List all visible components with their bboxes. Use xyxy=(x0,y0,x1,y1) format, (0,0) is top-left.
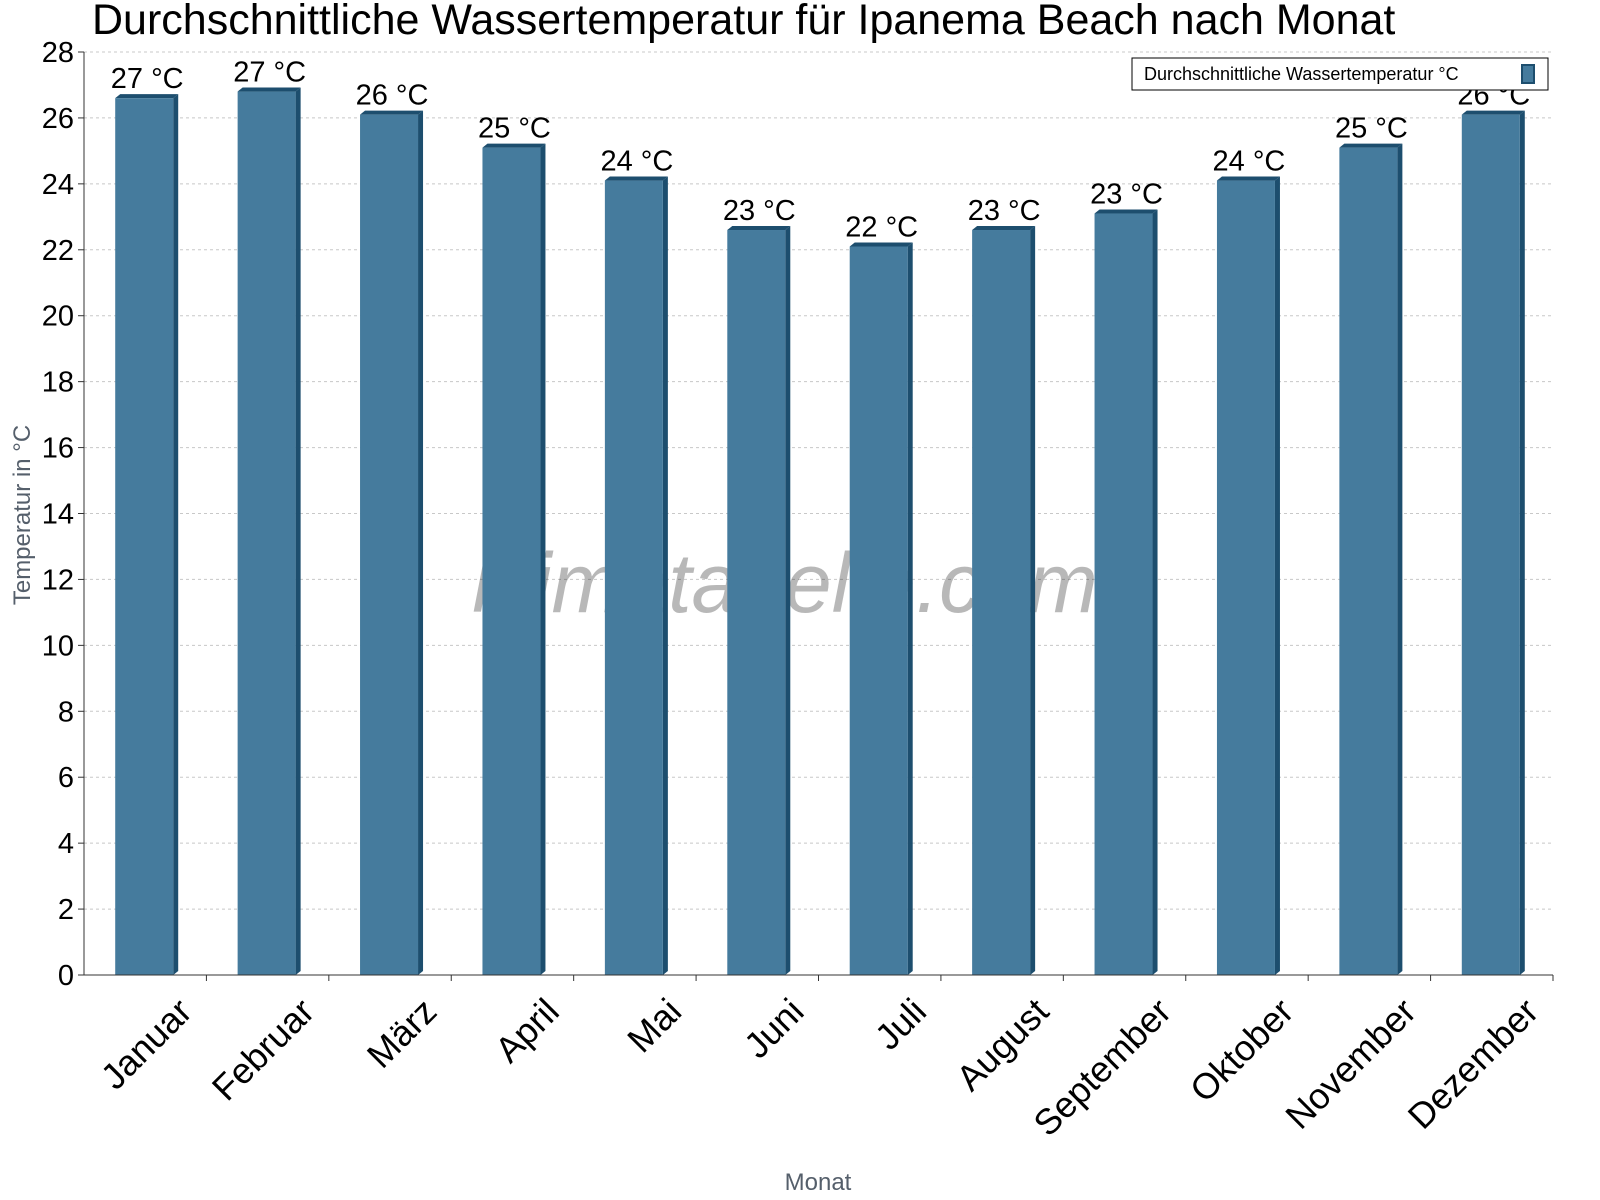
y-tick-label: 12 xyxy=(42,564,74,596)
bar-oktober: 24 °C xyxy=(1213,146,1286,975)
y-tick-label: 18 xyxy=(42,367,74,399)
chart-title: Durchschnittliche Wassertemperatur für I… xyxy=(92,0,1396,44)
y-axis-label: Temperatur in °C xyxy=(9,425,36,605)
y-tick-label: 16 xyxy=(42,433,74,465)
legend: Durchschnittliche Wassertemperatur °C xyxy=(1131,57,1549,91)
legend-box xyxy=(1131,57,1549,91)
y-tick-label: 10 xyxy=(42,630,74,662)
bar-value-label: 23 °C xyxy=(968,195,1041,227)
bar-dezember: 26 °C xyxy=(1457,80,1530,975)
y-tick-label: 8 xyxy=(58,696,74,728)
bar-value-label: 25 °C xyxy=(1335,113,1408,145)
x-tick-label: Februar xyxy=(204,990,322,1108)
y-tick-label: 6 xyxy=(58,762,74,794)
bar-september: 23 °C xyxy=(1090,179,1163,975)
legend-swatch xyxy=(1521,64,1535,84)
x-tick-label: März xyxy=(359,990,445,1076)
bars: 27 °C 27 °C 26 °C 25 °C 24 °C 23 °C 22 °C 23 °C… xyxy=(111,57,1530,976)
bar-value-label: 24 °C xyxy=(1213,146,1286,178)
bar-august: 23 °C xyxy=(968,195,1041,975)
x-tick-label: Mai xyxy=(619,990,689,1060)
legend-label: Durchschnittliche Wassertemperatur °C xyxy=(1144,64,1459,84)
y-tick-label: 22 xyxy=(42,235,74,267)
x-tick-label: August xyxy=(948,990,1056,1098)
x-axis-label: Monat xyxy=(785,1169,852,1196)
y-tick-label: 26 xyxy=(42,103,74,135)
x-tick-label: April xyxy=(487,990,567,1070)
bar-value-label: 27 °C xyxy=(111,63,184,95)
y-tick-label: 24 xyxy=(42,169,74,201)
x-tick-label: Juni xyxy=(736,990,812,1066)
bar-value-label: 24 °C xyxy=(600,146,673,178)
y-tick-label: 0 xyxy=(58,960,74,992)
bar-mai: 24 °C xyxy=(600,146,673,975)
x-tick-label: Januar xyxy=(93,990,200,1097)
bar-februar: 27 °C xyxy=(233,57,306,976)
y-tick-label: 2 xyxy=(58,894,74,926)
bar-value-label: 22 °C xyxy=(845,211,918,243)
bar-märz: 26 °C xyxy=(356,80,429,975)
bar-value-label: 26 °C xyxy=(356,80,429,112)
y-tick-label: 28 xyxy=(42,37,74,69)
bar-value-label: 25 °C xyxy=(478,113,551,145)
x-tick-label: Dezember xyxy=(1400,990,1546,1136)
bar-juli: 22 °C xyxy=(845,211,918,976)
y-tick-label: 14 xyxy=(42,499,74,531)
bar-value-label: 23 °C xyxy=(1090,179,1163,211)
bar-value-label: 23 °C xyxy=(723,195,796,227)
x-tick-label: Oktober xyxy=(1182,990,1302,1110)
y-tick-label: 20 xyxy=(42,301,74,333)
bar-value-label: 27 °C xyxy=(233,57,306,89)
x-tick-label: Juli xyxy=(867,990,934,1057)
gridlines xyxy=(84,51,1553,910)
bar-april: 25 °C xyxy=(478,113,551,975)
x-tick-label: November xyxy=(1277,990,1423,1136)
y-tick-label: 4 xyxy=(58,828,74,860)
bar-juni: 23 °C xyxy=(723,195,796,975)
bar-november: 25 °C xyxy=(1335,113,1408,975)
bar-januar: 27 °C xyxy=(111,63,184,975)
